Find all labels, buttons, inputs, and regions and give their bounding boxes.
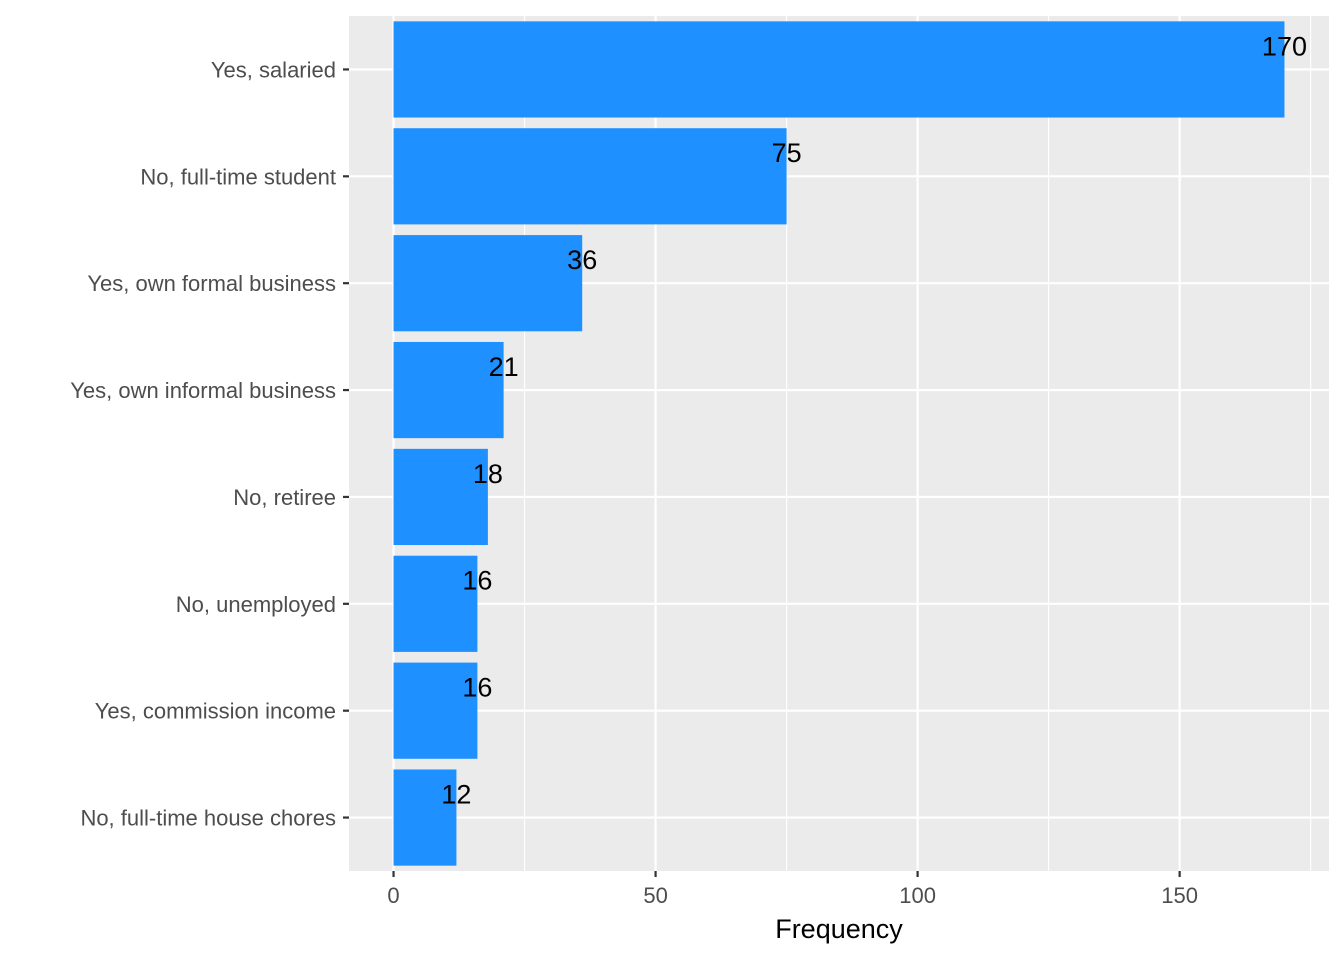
bar — [393, 341, 504, 439]
x-axis: 0 50 100 150 — [387, 871, 1198, 908]
bar — [393, 555, 478, 652]
y-tick-label: Yes, own informal business — [70, 378, 336, 403]
y-tick-label: No, full-time house chores — [80, 806, 336, 831]
y-tick-label: No, unemployed — [176, 592, 336, 617]
bar — [393, 662, 478, 759]
bar — [393, 448, 488, 546]
data-label: 170 — [1262, 31, 1307, 61]
x-tick-label: 50 — [643, 883, 667, 908]
bar — [393, 21, 1285, 118]
x-tick-label: 150 — [1161, 883, 1198, 908]
data-label: 18 — [473, 459, 503, 489]
bars — [393, 21, 1285, 866]
x-tick-label: 0 — [387, 883, 399, 908]
x-tick-label: 100 — [899, 883, 936, 908]
y-tick-label: Yes, own formal business — [87, 271, 336, 296]
data-label: 16 — [462, 673, 492, 703]
y-tick-label: No, full-time student — [140, 164, 336, 189]
data-label: 12 — [441, 779, 471, 809]
data-label: 21 — [489, 352, 519, 382]
x-axis-title: Frequency — [775, 914, 903, 944]
y-axis: Yes, salaried No, full-time student Yes, o… — [70, 57, 349, 831]
bar — [393, 235, 583, 332]
data-label: 75 — [772, 138, 802, 168]
data-labels: 170 75 36 21 18 16 16 12 — [441, 31, 1307, 809]
y-tick-label: Yes, commission income — [95, 699, 336, 724]
y-tick-label: No, retiree — [233, 485, 336, 510]
bar — [393, 769, 457, 866]
data-label: 36 — [567, 245, 597, 275]
bar — [393, 128, 787, 225]
data-label: 16 — [462, 566, 492, 596]
y-tick-label: Yes, salaried — [211, 57, 336, 82]
